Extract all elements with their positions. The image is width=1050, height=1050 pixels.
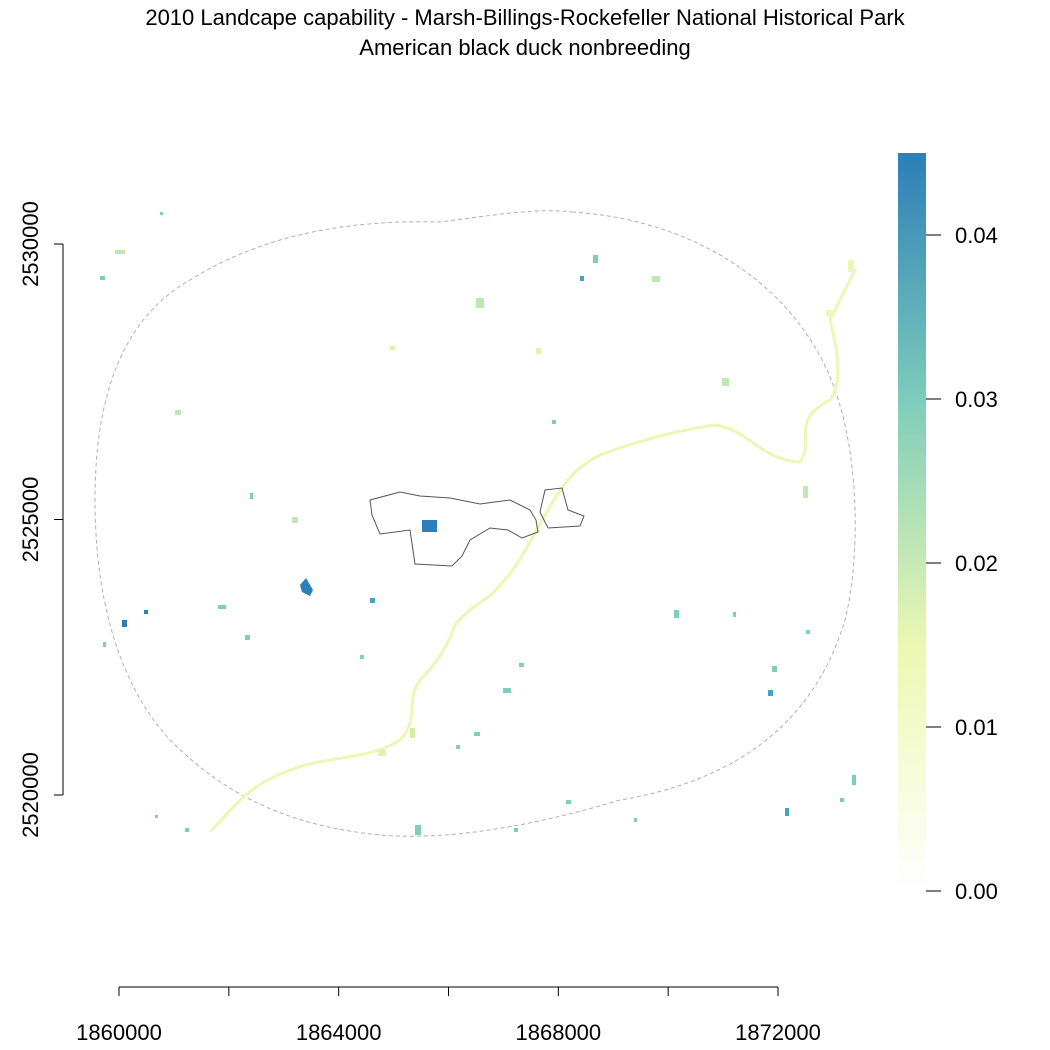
x-tick-label: 1868000 <box>516 1020 602 1045</box>
legend-label: 0.00 <box>955 879 998 904</box>
x-tick-label: 1860000 <box>76 1020 162 1045</box>
raster-cells <box>100 212 856 835</box>
x-axis: 1860000 1864000 1868000 1872000 <box>76 986 821 1045</box>
buffer-boundary <box>94 210 856 837</box>
legend-colorbar <box>898 153 926 891</box>
river <box>210 268 857 832</box>
legend-label: 0.03 <box>955 387 998 412</box>
y-tick-label: 2525000 <box>18 477 43 563</box>
legend-label: 0.01 <box>955 715 998 740</box>
x-tick-label: 1872000 <box>735 1020 821 1045</box>
park-boundary <box>369 491 539 567</box>
legend-ticks: 0.04 0.03 0.02 0.01 0.00 <box>926 223 998 904</box>
x-tick-label: 1864000 <box>296 1020 382 1045</box>
y-tick-label: 2520000 <box>18 752 43 838</box>
map-subtitle: American black duck nonbreeding <box>359 35 691 60</box>
map-title: 2010 Landcape capability - Marsh-Billing… <box>145 5 905 30</box>
legend-label: 0.02 <box>955 551 998 576</box>
y-axis: 2530000 2525000 2520000 <box>18 201 64 838</box>
park-boundary-east <box>539 487 585 529</box>
y-tick-label: 2530000 <box>18 201 43 287</box>
legend-label: 0.04 <box>955 223 998 248</box>
